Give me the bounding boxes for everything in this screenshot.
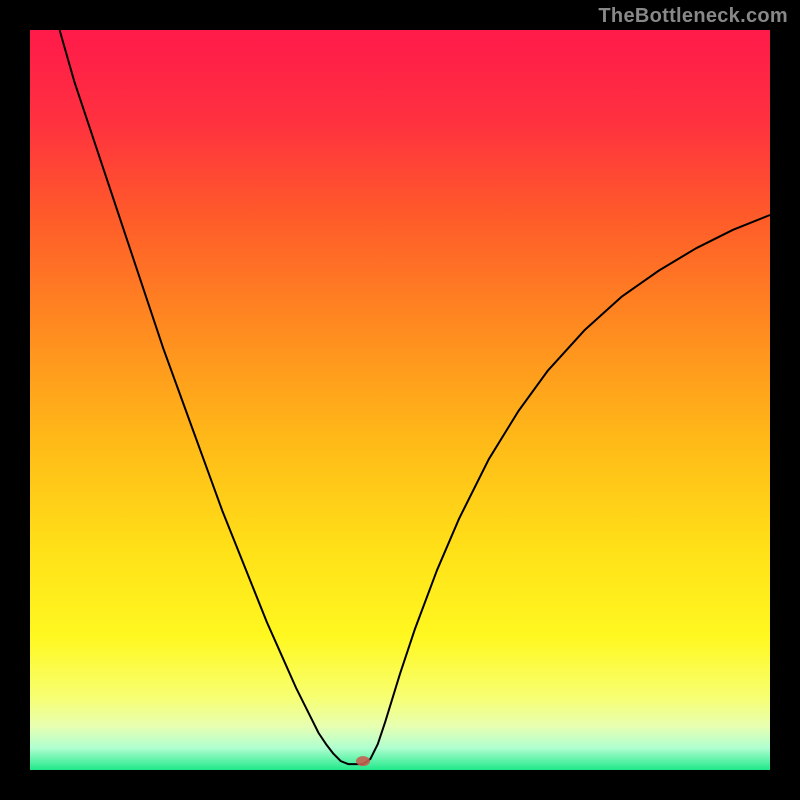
chart-svg — [0, 0, 800, 800]
bottleneck-chart — [0, 0, 800, 800]
plot-background — [30, 30, 770, 770]
minimum-marker — [356, 756, 370, 766]
watermark-text: TheBottleneck.com — [598, 5, 788, 28]
